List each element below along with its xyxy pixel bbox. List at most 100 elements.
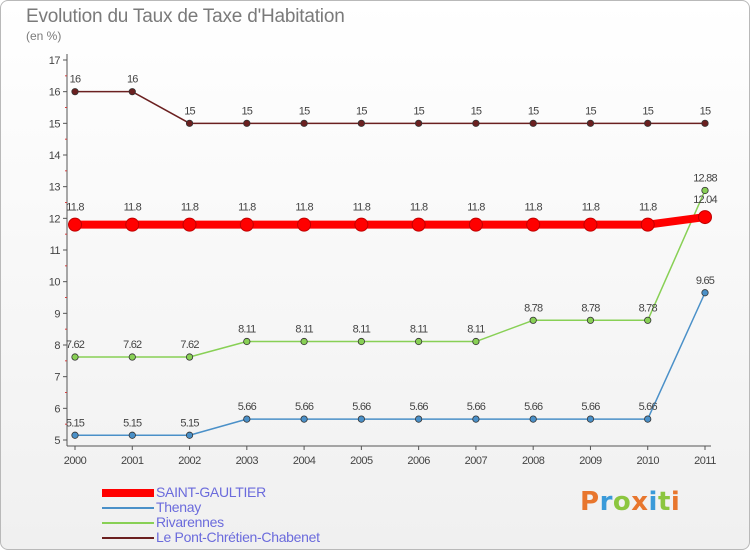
y-tick-label: 10 [49, 277, 61, 289]
logo-letter: P [580, 487, 600, 517]
data-point [415, 119, 423, 127]
data-point [529, 119, 537, 127]
data-point [586, 119, 595, 127]
legend-item: SAINT-GAULTIER [102, 485, 320, 500]
data-point [644, 415, 652, 423]
data-point [243, 337, 251, 346]
data-label: 8.78 [524, 302, 543, 314]
logo-letter: x [631, 487, 649, 517]
data-label: 11.8 [124, 202, 142, 214]
y-tick-label: 15 [49, 118, 61, 130]
data-label: 5.15 [180, 417, 199, 429]
data-point [243, 119, 251, 127]
series-line [74, 189, 706, 358]
data-label: 8.11 [353, 324, 371, 336]
data-label: 15 [585, 105, 596, 117]
data-point [472, 119, 480, 127]
data-label: 7.62 [66, 339, 85, 351]
x-tick-label: 2003 [236, 455, 259, 467]
data-point [128, 431, 136, 439]
series-line [71, 213, 709, 229]
data-label: 15 [241, 105, 252, 117]
x-tick-label: 2000 [64, 455, 87, 467]
data-label: 11.8 [467, 202, 485, 214]
data-point [586, 415, 595, 423]
data-label: 8.11 [238, 324, 256, 336]
data-point [239, 217, 254, 232]
data-point [182, 217, 197, 232]
data-point [529, 415, 537, 423]
x-tick-label: 2008 [522, 455, 545, 467]
data-label: 15 [642, 105, 653, 117]
data-label: 15 [528, 105, 539, 117]
data-point [583, 217, 598, 232]
data-point [415, 337, 423, 346]
x-tick-label: 2001 [121, 455, 144, 467]
data-label: 11.8 [295, 202, 313, 214]
data-point [354, 217, 369, 232]
data-label: 5.66 [467, 401, 486, 413]
data-label: 11.8 [639, 202, 657, 214]
data-point [185, 431, 194, 439]
data-point [128, 353, 136, 361]
data-label: 16 [70, 74, 81, 86]
data-label: 7.62 [123, 339, 142, 351]
data-label: 15 [471, 105, 482, 117]
data-label: 8.78 [639, 302, 658, 314]
y-tick-label: 6 [54, 403, 60, 415]
data-point [698, 210, 712, 225]
series-line [74, 292, 706, 436]
legend-swatch [102, 536, 154, 539]
data-label: 16 [127, 74, 138, 86]
legend-swatch [102, 488, 154, 497]
data-point [529, 316, 537, 324]
data-label: 5.15 [123, 417, 142, 429]
data-point [357, 337, 365, 346]
logo-letter: t [657, 487, 671, 517]
data-label: 12.88 [693, 172, 717, 184]
legend-label: Thenay [156, 499, 201, 515]
data-label: 12.04 [693, 194, 717, 206]
x-tick-label: 2005 [350, 455, 373, 467]
data-label: 8.11 [410, 324, 428, 336]
data-label: 11.8 [353, 202, 371, 214]
data-point [526, 217, 541, 232]
logo-letter: i [670, 487, 681, 517]
data-label: 11.8 [238, 202, 256, 214]
data-point [71, 353, 79, 361]
data-label: 5.66 [238, 401, 257, 413]
data-point [701, 119, 709, 127]
data-point [297, 217, 312, 232]
data-label: 7.62 [180, 339, 199, 351]
data-label: 5.66 [410, 401, 429, 413]
chart-title: Evolution du Taux de Taxe d'Habitation [26, 6, 345, 27]
legend-label: SAINT-GAULTIER [156, 484, 266, 500]
data-label: 5.15 [66, 417, 85, 429]
data-point [357, 119, 365, 127]
data-point [586, 316, 595, 324]
x-tick-label: 2009 [579, 455, 602, 467]
data-label: 11.8 [410, 202, 428, 214]
y-tick-label: 11 [50, 245, 61, 257]
y-tick-label: 16 [49, 87, 61, 99]
data-label: 9.65 [696, 275, 715, 287]
data-point [415, 415, 423, 423]
data-point [644, 119, 652, 127]
x-tick-label: 2006 [407, 455, 430, 467]
data-point [411, 217, 426, 232]
legend-swatch [102, 506, 154, 509]
data-label: 15 [413, 105, 424, 117]
data-label: 5.66 [352, 401, 371, 413]
data-point [243, 415, 251, 423]
legend-label: Rivarennes [156, 514, 224, 530]
data-point [468, 217, 483, 232]
data-point [472, 415, 480, 423]
data-point [300, 337, 308, 346]
data-label: 5.66 [581, 401, 600, 413]
y-tick-label: 12 [49, 213, 61, 225]
data-label: 5.66 [295, 401, 314, 413]
proxiti-logo: Proxiti [580, 487, 680, 517]
x-tick-label: 2004 [293, 455, 316, 467]
y-tick-label: 5 [54, 435, 60, 447]
